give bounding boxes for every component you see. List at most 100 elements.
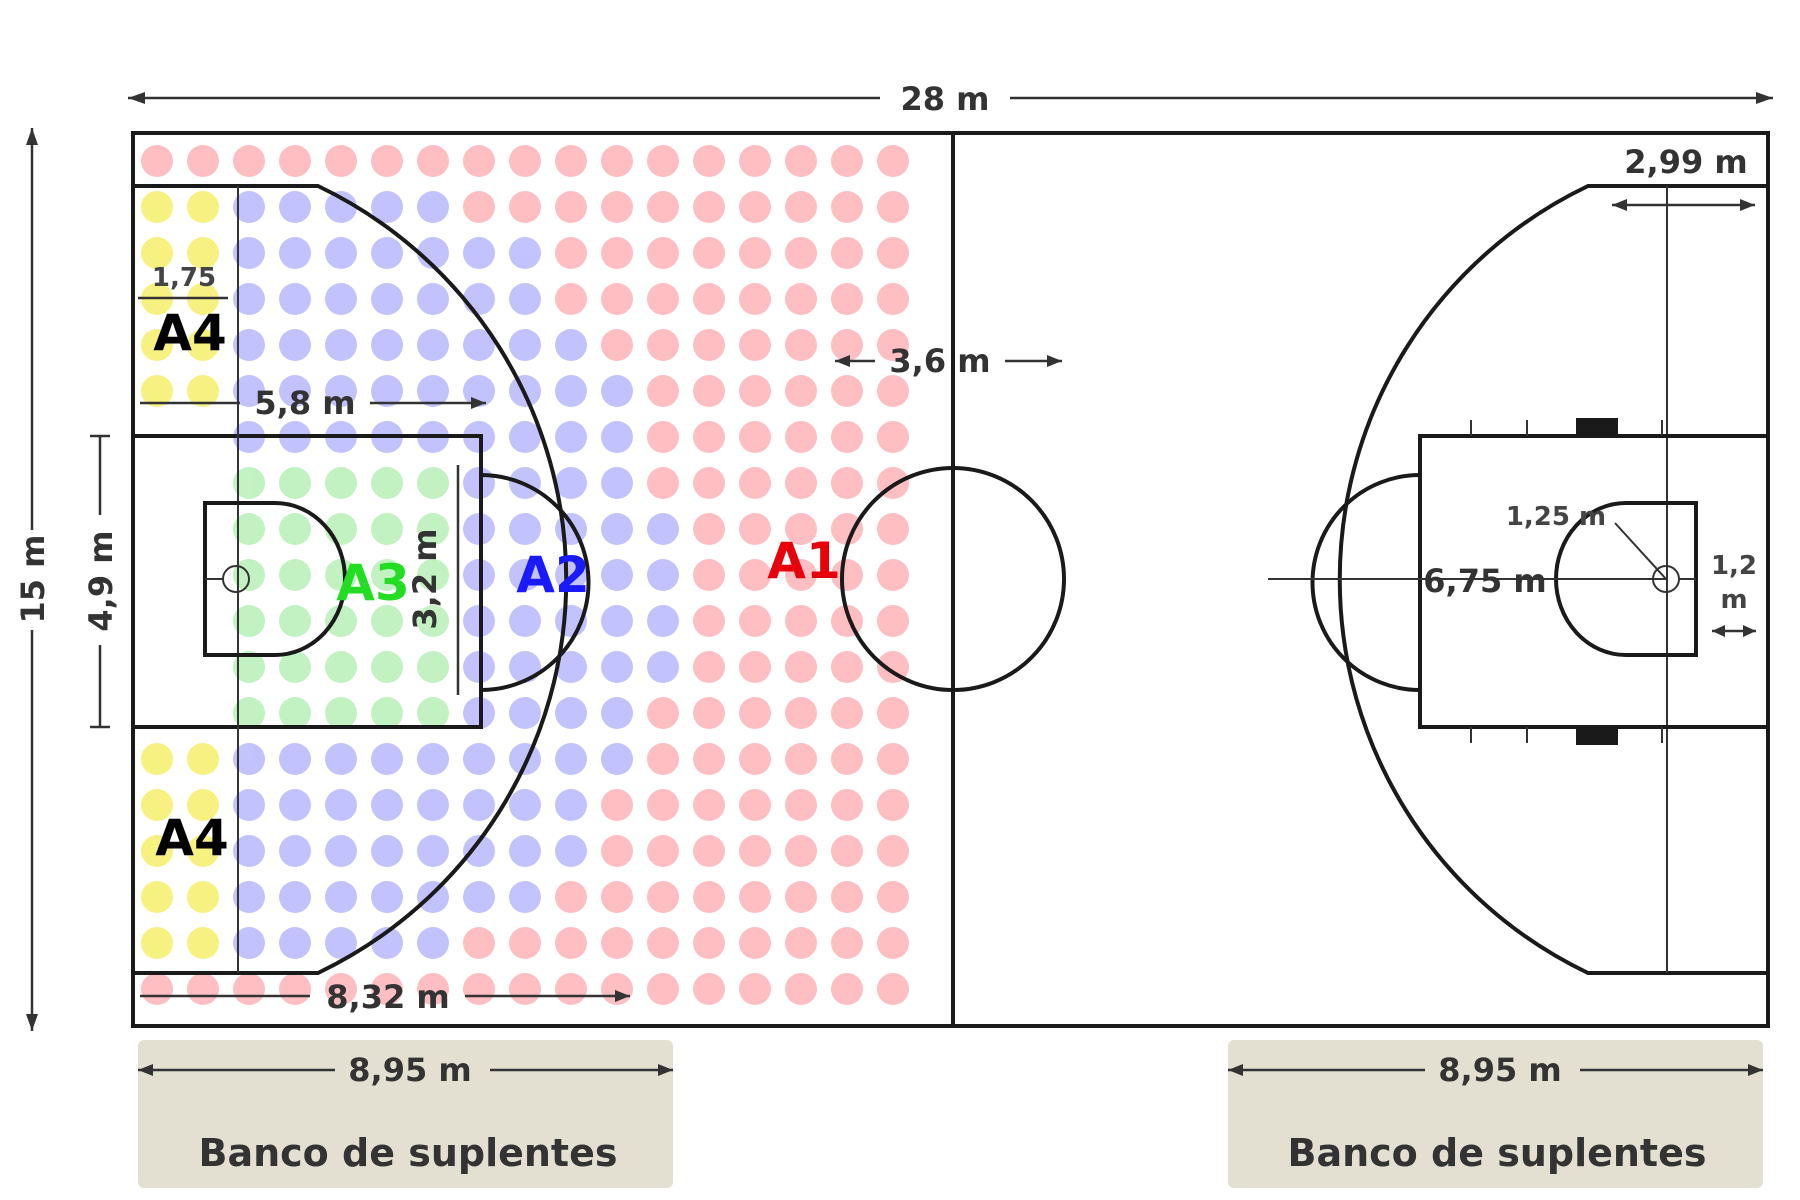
zone-dot [417, 835, 449, 867]
zone-dot [325, 835, 357, 867]
zone-dot [739, 973, 771, 1005]
zone-dot [371, 513, 403, 545]
zone-dot [417, 743, 449, 775]
zone-dot [141, 881, 173, 913]
zone-dot [279, 835, 311, 867]
zone-dot [417, 605, 449, 637]
zone-dot [371, 835, 403, 867]
lane-space-label: 1,75 [152, 263, 216, 293]
zone-dot [877, 973, 909, 1005]
zone-dot [877, 605, 909, 637]
court-width-label: 15 m [14, 534, 52, 623]
zone-dot [279, 651, 311, 683]
zone-dot [509, 145, 541, 177]
left-free-throw-arc [480, 473, 591, 692]
zone-dot [233, 467, 265, 499]
zone-dot [647, 237, 679, 269]
zone-dot [187, 329, 219, 361]
zone-dot [601, 329, 633, 361]
zone-dot [693, 973, 725, 1005]
zone-dot [693, 651, 725, 683]
zone-dot [233, 651, 265, 683]
right-bench-label: Banco de suplentes [1287, 1131, 1706, 1175]
zone-dot [555, 237, 587, 269]
zone-dot [693, 743, 725, 775]
zone-dot [831, 283, 863, 315]
zone-dot [877, 421, 909, 453]
zone-dot [233, 881, 265, 913]
zone-dot [693, 329, 725, 361]
zone-dot [831, 743, 863, 775]
zone-dot [555, 145, 587, 177]
zone-dot [693, 881, 725, 913]
left-bench: 8,95 m Banco de suplentes [138, 1040, 673, 1188]
zone-dot [877, 559, 909, 591]
zone-dot [785, 237, 817, 269]
three-point-radius-label: 6,75 m [1423, 562, 1546, 600]
right-lane-markers [1470, 418, 1663, 745]
zone-dot [279, 145, 311, 177]
zone-dot [187, 789, 219, 821]
basket-distance-label-line2: m [1720, 585, 1747, 615]
zone-dot [555, 191, 587, 223]
zone-dot [555, 329, 587, 361]
zone-dot [601, 651, 633, 683]
zone-dot [647, 973, 679, 1005]
zone-dot [693, 927, 725, 959]
court-lines [131, 131, 1770, 1028]
zone-dot [141, 375, 173, 407]
zone-dot [601, 513, 633, 545]
zone-dot [601, 743, 633, 775]
zone-dot [463, 145, 495, 177]
zone-dot [693, 467, 725, 499]
zone-dot [555, 927, 587, 959]
zone-dot [141, 145, 173, 177]
zone-dot [233, 375, 265, 407]
zone-dot [233, 237, 265, 269]
zone-dot [325, 559, 357, 591]
zone-dot [233, 743, 265, 775]
zone-label-a4-bottom: A4 [155, 809, 229, 867]
zone-dot [877, 881, 909, 913]
basket-distance-label-line1: 1,2 [1711, 551, 1757, 581]
zone-dot [325, 191, 357, 223]
zone-dot [463, 191, 495, 223]
zone-dot [785, 835, 817, 867]
zone-dot [877, 789, 909, 821]
zone-dot [739, 559, 771, 591]
zone-dot [693, 375, 725, 407]
zone-dot [647, 927, 679, 959]
left-three-point-line [133, 184, 569, 975]
zone-dot [555, 559, 587, 591]
zone-dot [371, 973, 403, 1005]
zone-dot [601, 191, 633, 223]
zone-dot [831, 835, 863, 867]
zone-dot [509, 559, 541, 591]
right-bench: 8,95 m Banco de suplentes [1228, 1040, 1763, 1188]
zone-dot [279, 697, 311, 729]
zone-dot [555, 651, 587, 683]
zone-dot [647, 191, 679, 223]
left-key [131, 434, 483, 729]
zone-dot [141, 237, 173, 269]
zone-dot [785, 697, 817, 729]
zone-dot [647, 145, 679, 177]
three-point-baseline-label: 5,8 m [254, 384, 355, 422]
zone-dot [417, 375, 449, 407]
zone-dot [785, 375, 817, 407]
zone-dot [187, 191, 219, 223]
zone-dot [233, 513, 265, 545]
zone-dot [233, 789, 265, 821]
zone-dot [739, 651, 771, 683]
zone-dot [555, 421, 587, 453]
zone-label-a3: A3 [336, 554, 410, 612]
zone-dot [463, 283, 495, 315]
zone-dot [785, 329, 817, 361]
zone-dot [831, 651, 863, 683]
corner-distance-label: 2,99 m [1624, 143, 1747, 181]
zone-dot [739, 743, 771, 775]
right-restricted-arc [1554, 501, 1698, 657]
zone-dot [555, 697, 587, 729]
zone-dot [187, 237, 219, 269]
